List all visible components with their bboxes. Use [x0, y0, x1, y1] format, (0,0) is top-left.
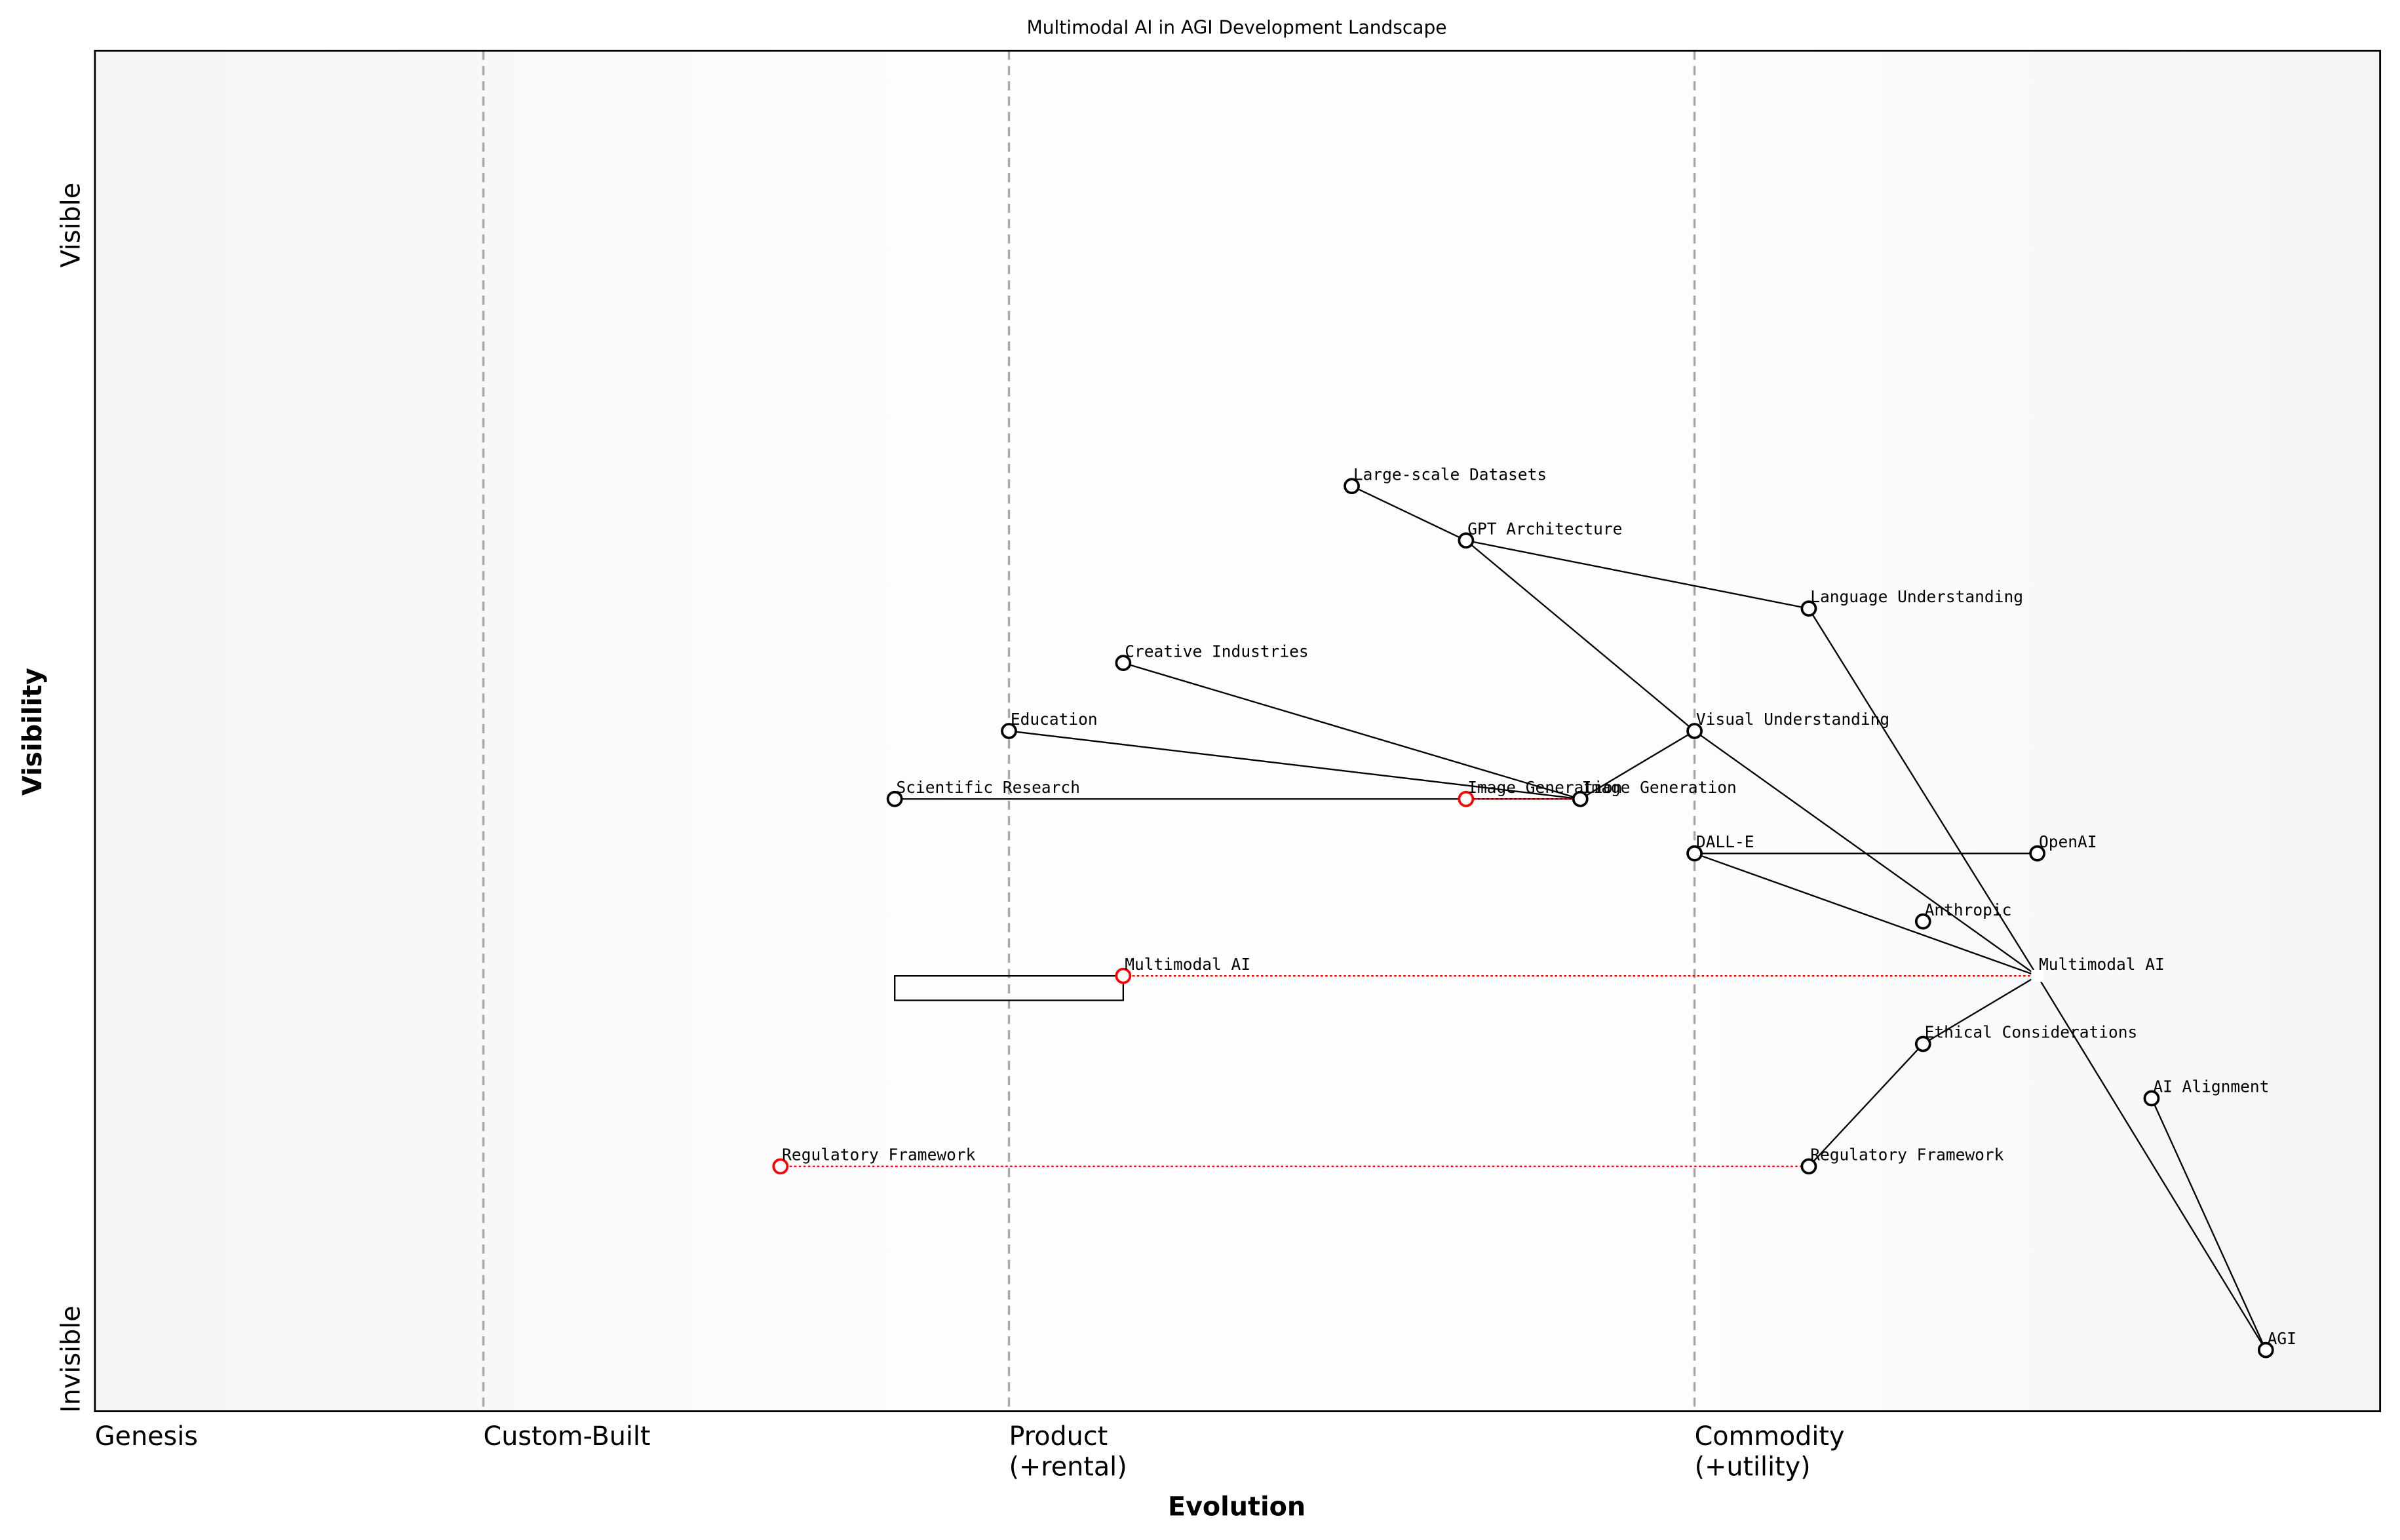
component-label: Multimodal AI: [2039, 955, 2165, 974]
link-line: [2036, 975, 2267, 1351]
component-node: [1914, 1035, 1931, 1052]
component-node: [2257, 1341, 2274, 1358]
component-node: [1800, 1158, 1817, 1175]
stage-label: Commodity: [1695, 1421, 1845, 1452]
link-line: [1808, 1043, 1924, 1167]
component-label: OpenAI: [2039, 832, 2097, 851]
component-label: Anthropic: [1925, 900, 2012, 919]
link-line: [1694, 853, 2038, 977]
evolve-source-node: [772, 1158, 789, 1175]
component-node: [1572, 790, 1589, 807]
component-node: [2143, 1090, 2160, 1107]
component-label: Large-scale Datasets: [1353, 465, 1547, 484]
component-node: [1458, 532, 1475, 549]
evolve-label: Multimodal AI: [1125, 955, 1250, 974]
link-line: [1465, 539, 1810, 609]
component-node: [1344, 478, 1360, 495]
component-label: Visual Understanding: [1696, 710, 1889, 729]
component-label: Education: [1011, 710, 1098, 729]
plot-background: [94, 50, 2380, 1412]
link-line: [2150, 1098, 2267, 1351]
link-line: [1922, 975, 2038, 1045]
link-line: [1579, 730, 1695, 800]
component-node: [1914, 913, 1931, 930]
evolve-label: Image Generation: [1467, 778, 1622, 797]
component-label: GPT Architecture: [1467, 519, 1622, 538]
component-node: [2029, 845, 2045, 862]
link-line: [1123, 662, 1581, 800]
component-node: [1686, 845, 1703, 862]
stage-sublabel: (+rental): [1009, 1452, 1127, 1482]
component-label: DALL-E: [1696, 832, 1754, 851]
component-label: AGI: [2268, 1329, 2296, 1348]
y-tick-visible: Visible: [56, 183, 86, 268]
link-line: [1009, 730, 1581, 800]
component-label: AI Alignment: [2153, 1077, 2269, 1096]
component-node: [1686, 723, 1703, 739]
plot-frame: [94, 49, 2382, 1412]
component-label: Language Understanding: [1810, 587, 2023, 606]
stage-sublabel: (+utility): [1695, 1452, 1811, 1482]
anchor-node: [2031, 969, 2043, 982]
component-label: Creative Industries: [1125, 642, 1308, 661]
component-node: [1115, 655, 1132, 672]
y-tick-invisible: Invisible: [56, 1305, 86, 1413]
evolve-source-node: [1458, 790, 1475, 807]
evolve-source-node: [1115, 967, 1132, 984]
y-axis-label: Visibility: [18, 668, 48, 796]
link-line: [1465, 539, 1695, 732]
stage-label: Custom-Built: [484, 1421, 651, 1452]
component-node: [1800, 600, 1817, 617]
component-label: Scientific Research: [897, 778, 1080, 797]
link-line: [1351, 485, 1467, 541]
stage-label: Product: [1009, 1421, 1108, 1452]
component-node: [1001, 723, 1017, 739]
inertia-box: [894, 974, 1125, 1001]
component-label: Ethical Considerations: [1925, 1023, 2138, 1042]
component-label: Regulatory Framework: [1810, 1145, 2003, 1164]
component-node: [886, 790, 903, 807]
link-line: [1808, 607, 2038, 976]
map-title: Multimodal AI in AGI Development Landsca…: [1027, 17, 1447, 39]
stage-label: Genesis: [95, 1421, 198, 1452]
component-label: Image Generation: [1582, 778, 1737, 797]
evolve-label: Regulatory Framework: [782, 1145, 975, 1164]
x-axis-label: Evolution: [1168, 1492, 1306, 1522]
